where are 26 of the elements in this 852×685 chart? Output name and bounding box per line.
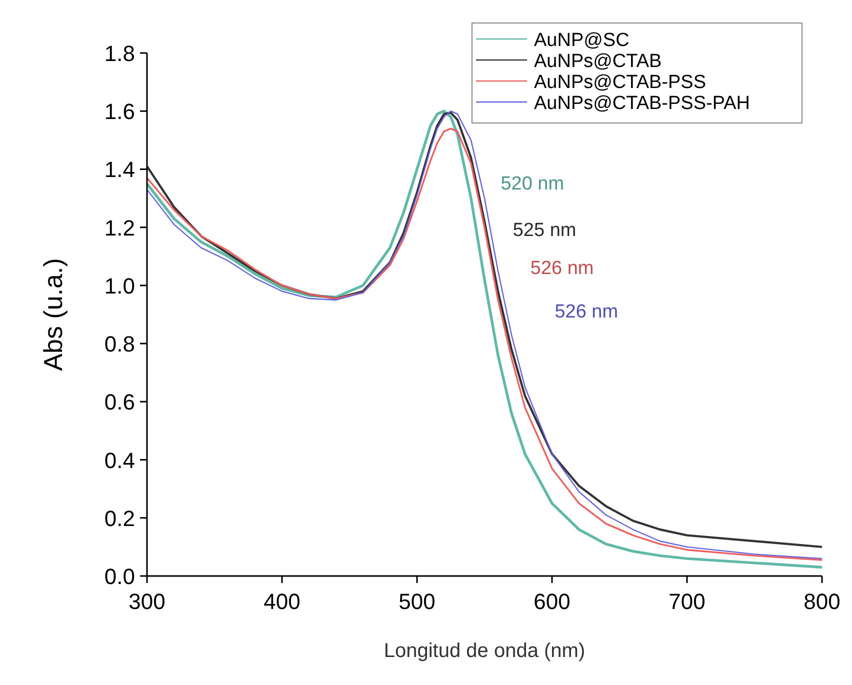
y-tick-label: 1.8 bbox=[104, 41, 135, 66]
annotation: 526 nm bbox=[530, 258, 594, 279]
x-tick-label: 300 bbox=[128, 589, 166, 614]
legend-label: AuNP@SC bbox=[534, 30, 630, 51]
y-tick-label: 1.6 bbox=[104, 99, 135, 124]
annotation: 520 nm bbox=[500, 174, 564, 195]
x-tick-label: 400 bbox=[264, 589, 300, 614]
y-tick-label: 0.2 bbox=[104, 506, 135, 531]
x-tick-label: 700 bbox=[668, 589, 706, 614]
x-axis-title: Longitud de onda (nm) bbox=[384, 640, 586, 662]
y-tick-label: 1.2 bbox=[104, 215, 135, 240]
legend-label: AuNPs@CTAB-PSS bbox=[534, 72, 706, 93]
x-tick-label: 500 bbox=[398, 589, 436, 614]
legend-label: AuNPs@CTAB bbox=[534, 51, 662, 72]
x-tick-label: 800 bbox=[804, 589, 840, 614]
y-tick-label: 0.4 bbox=[104, 448, 135, 473]
y-tick-label: 0.8 bbox=[104, 332, 135, 357]
y-tick-label: 0.0 bbox=[104, 564, 135, 589]
y-tick-label: 0.6 bbox=[104, 390, 135, 415]
y-tick-label: 1.0 bbox=[104, 273, 135, 298]
annotation: 526 nm bbox=[554, 301, 618, 322]
y-axis-title: Abs (u.a.) bbox=[38, 258, 68, 371]
x-tick-label: 600 bbox=[534, 589, 570, 614]
y-tick-label: 1.4 bbox=[104, 157, 135, 182]
annotation: 525 nm bbox=[512, 220, 576, 242]
legend-label: AuNPs@CTAB-PSS-PAH bbox=[534, 93, 750, 114]
